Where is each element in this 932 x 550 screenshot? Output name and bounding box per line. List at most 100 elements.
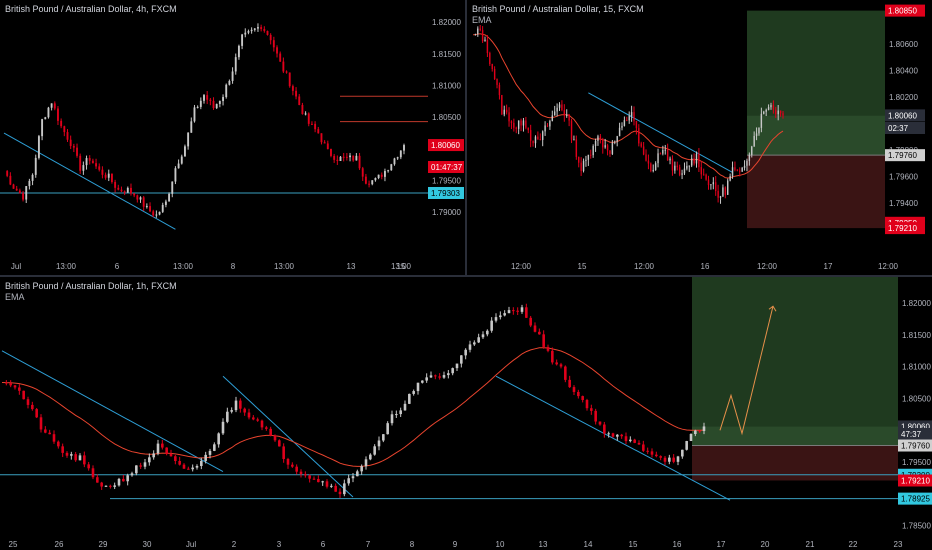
price-tag-bg: [428, 161, 464, 173]
x-tick-label: 30: [143, 540, 152, 549]
candle-body: [513, 122, 515, 128]
trendline: [1, 350, 224, 473]
candle-body: [41, 119, 44, 137]
candle-body: [212, 100, 215, 109]
candle-body: [18, 387, 21, 391]
candle-body: [719, 196, 722, 198]
candle-body: [266, 30, 269, 35]
candle-body: [614, 141, 616, 143]
candle-body: [734, 167, 736, 170]
price-tag-label: 1.79210: [901, 476, 930, 485]
candle-body: [276, 47, 278, 54]
candle-body: [434, 375, 437, 377]
candle-body: [364, 176, 367, 184]
candle-body: [479, 28, 481, 31]
x-tick-label: 21: [806, 540, 815, 549]
candle-body: [772, 105, 775, 110]
pane-divider-vertical[interactable]: [465, 0, 467, 275]
candle-body: [368, 183, 371, 185]
candle-body: [563, 110, 566, 116]
candle-body: [705, 174, 707, 180]
candle-body: [325, 481, 329, 487]
candle-body: [534, 136, 537, 144]
chart-15m[interactable]: 1.806001.804001.802001.798001.796001.794…: [467, 0, 932, 275]
candle-body: [323, 142, 326, 144]
candle-body: [95, 163, 98, 167]
candle-body: [247, 412, 251, 418]
candle-body: [496, 79, 498, 85]
ema-line: [472, 33, 784, 179]
candle-body: [107, 173, 110, 178]
candle-body: [551, 115, 554, 122]
candle-body: [135, 465, 138, 474]
candle-body: [57, 108, 59, 121]
candle-body: [158, 211, 161, 215]
candle-body: [321, 481, 324, 483]
candle-body: [698, 430, 701, 432]
candle-body: [65, 452, 69, 456]
candle-body: [133, 193, 136, 196]
candle-body: [83, 455, 86, 465]
candle-body: [676, 456, 680, 462]
x-tick-label: 12:00: [634, 262, 655, 271]
candle-body: [228, 80, 231, 85]
ema-indicator-label[interactable]: EMA: [472, 15, 492, 25]
candle-body: [561, 104, 563, 111]
candle-body: [650, 163, 652, 171]
ema-line: [1, 347, 705, 467]
price-tag-bg: [885, 109, 925, 122]
candle-body: [25, 186, 28, 200]
candle-body: [520, 307, 524, 312]
candle-body: [489, 53, 491, 64]
candle-body: [597, 136, 599, 141]
candle-body: [642, 444, 645, 451]
candle-body: [594, 140, 597, 147]
candle-body: [741, 167, 743, 172]
candle-body: [499, 315, 502, 318]
y-tick-label: 1.79400: [889, 199, 918, 208]
candle-body: [642, 146, 645, 155]
x-tick-label: 8: [410, 540, 415, 549]
candle-body: [624, 436, 628, 442]
trendline: [3, 132, 176, 230]
candle-body: [668, 457, 671, 462]
chart-1h-svg[interactable]: 1.82000 1.81500 1.81000 1.80500 1.79500 1.785…: [0, 277, 932, 550]
chart-1h[interactable]: 1.82000 1.81500 1.81000 1.80500 1.79500 1.785…: [0, 277, 932, 550]
candle-body: [345, 156, 348, 158]
candle-body: [655, 454, 658, 457]
chart-4h-svg[interactable]: 1.82000 1.81500 1.81000 1.80500 1.79500 1.790…: [0, 0, 464, 275]
candle-body: [566, 114, 568, 116]
ema-indicator-label[interactable]: EMA: [5, 292, 25, 302]
candle-body: [743, 165, 746, 168]
trendline: [222, 375, 354, 498]
candle-body: [213, 444, 216, 451]
candle-body: [710, 184, 712, 186]
candle-body: [142, 197, 145, 207]
candle-body: [139, 197, 142, 200]
candle-body: [37, 136, 40, 158]
candle-body: [770, 105, 772, 108]
candle-body: [330, 485, 333, 487]
candle-body: [35, 409, 38, 418]
candle-body: [52, 434, 56, 442]
candle-body: [512, 310, 515, 312]
candle-body: [573, 139, 575, 141]
pane-divider-horizontal[interactable]: [0, 275, 932, 277]
candle-body: [85, 158, 88, 166]
candle-body: [396, 157, 399, 159]
candle-body: [602, 139, 604, 148]
price-tag-label: 1.79303: [431, 189, 460, 198]
candle-body: [760, 113, 763, 128]
candle-body: [702, 174, 705, 176]
entry-zone: [747, 115, 885, 156]
candle-body: [646, 450, 649, 452]
chart-4h[interactable]: 1.82000 1.81500 1.81000 1.80500 1.79500 1.790…: [0, 0, 464, 275]
candle-body: [91, 160, 94, 164]
candle-body: [339, 156, 342, 161]
x-tick-label: 17: [717, 540, 726, 549]
chart-15m-svg[interactable]: 1.806001.804001.802001.798001.796001.794…: [467, 0, 932, 275]
candle-body: [355, 155, 358, 161]
candle-body: [630, 112, 633, 117]
candle-body: [525, 307, 528, 318]
price-tag-bg: [898, 492, 932, 505]
